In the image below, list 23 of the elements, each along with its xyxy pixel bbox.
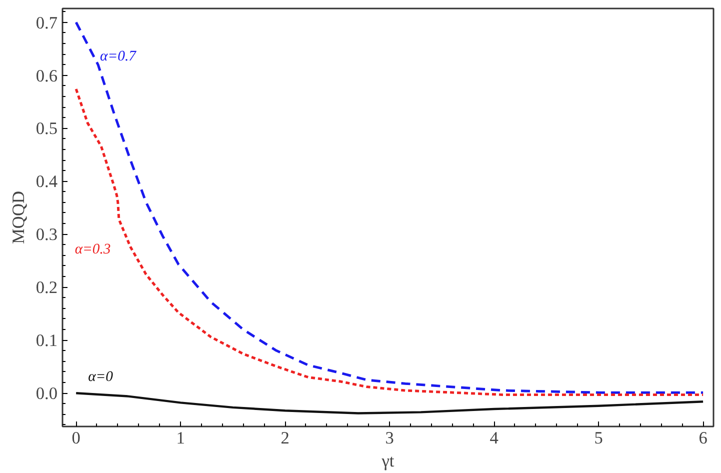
x-axis-title: γt [380,452,394,470]
y-tick-label: 0.4 [36,172,58,192]
y-tick-label: 0.6 [36,66,58,86]
line-series [74,88,704,396]
x-tick-label: 2 [280,428,290,448]
y-axis-title: MQQD [8,191,28,244]
x-tick-label: 1 [176,428,185,448]
x-tick-label: 6 [698,428,708,448]
y-tick-label: 0.5 [36,119,58,138]
x-tick-label: 0 [72,428,80,448]
y-tick-label: 0.0 [36,384,58,404]
y-tick-label: 0.2 [36,278,58,298]
series-label: α=0.7 [100,48,137,65]
y-tick-label: 0.1 [36,331,58,350]
x-tick-label: 4 [490,428,499,448]
series-label: α=0.3 [74,242,111,258]
x-tick-label: 5 [594,428,603,448]
line-series [74,21,704,394]
y-tick-label: 0.3 [36,225,58,244]
line-series [74,392,704,414]
x-tick-label: 3 [385,428,394,448]
series-label: α=0 [88,369,114,386]
y-tick-label: 0.7 [36,13,58,32]
